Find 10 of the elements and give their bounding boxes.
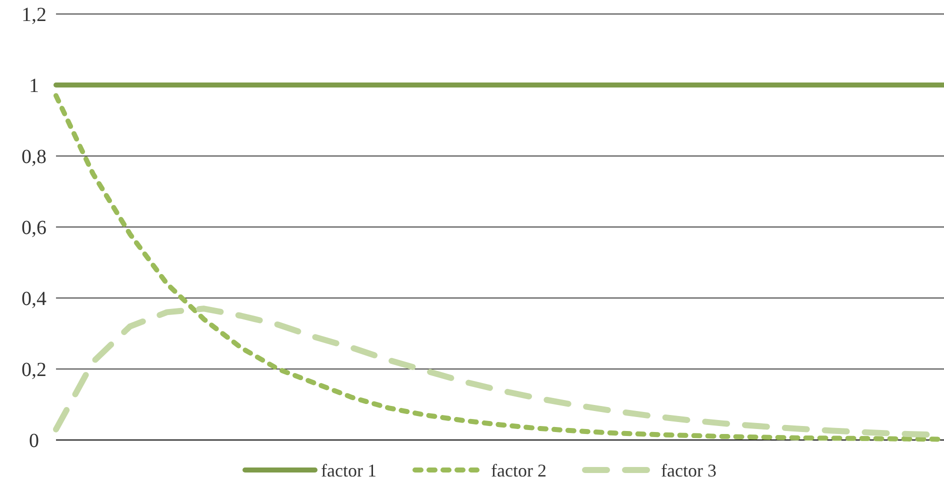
y-tick-label: 0 [29,430,39,452]
legend-label: factor 2 [491,460,546,480]
y-tick-label: 0,6 [22,217,46,239]
legend-label: factor 1 [321,460,376,480]
y-tick-label: 0,4 [22,288,46,310]
y-tick-label: 0,8 [22,146,46,168]
legend-label: factor 3 [661,460,716,480]
y-tick-label: 1 [29,75,39,97]
y-tick-label: 1,2 [22,4,46,26]
y-tick-label: 0,2 [22,359,46,381]
